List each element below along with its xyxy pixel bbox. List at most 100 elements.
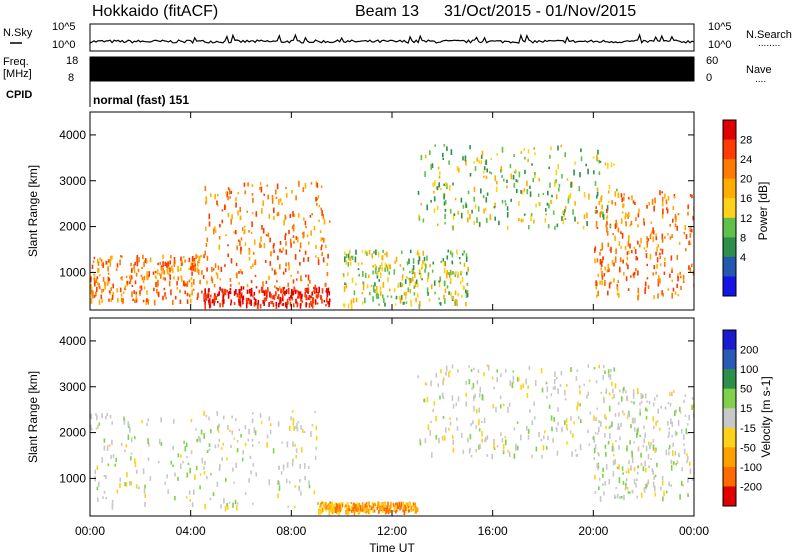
velocity-cell bbox=[331, 501, 333, 506]
power-cell bbox=[109, 291, 111, 295]
power-cell bbox=[562, 211, 565, 216]
velocity-cell bbox=[626, 487, 629, 490]
power-cell bbox=[239, 240, 241, 247]
power-cell bbox=[384, 262, 387, 268]
velocity-cell bbox=[217, 425, 219, 431]
velocity-cell bbox=[541, 454, 543, 459]
power-cell bbox=[550, 146, 552, 151]
power-cell bbox=[632, 272, 635, 277]
power-cell bbox=[586, 221, 588, 227]
power-cell bbox=[319, 230, 322, 234]
power-cell bbox=[606, 231, 609, 236]
power-cell bbox=[90, 289, 93, 295]
power-cell bbox=[386, 295, 389, 298]
power-cell bbox=[109, 261, 112, 267]
power-cell bbox=[328, 291, 331, 296]
power-cell bbox=[321, 209, 323, 216]
power-cell bbox=[148, 271, 150, 277]
power-cell bbox=[576, 221, 579, 225]
power-cell bbox=[322, 237, 324, 240]
power-cell bbox=[438, 280, 440, 283]
velocity-cell bbox=[640, 393, 643, 399]
power-cell bbox=[614, 235, 616, 241]
power-cell bbox=[380, 272, 382, 279]
power-cell bbox=[288, 264, 290, 271]
velocity-cell bbox=[222, 442, 224, 446]
velocity-cell bbox=[645, 483, 647, 489]
power-cell bbox=[275, 291, 277, 295]
power-cell bbox=[630, 275, 632, 278]
velocity-cell bbox=[527, 385, 529, 389]
velocity-y-tick-label: 1000 bbox=[59, 471, 86, 485]
velocity-cell bbox=[364, 503, 366, 508]
velocity-cell bbox=[206, 475, 208, 480]
velocity-cell bbox=[328, 508, 331, 513]
power-cell bbox=[523, 188, 526, 192]
power-cell bbox=[477, 206, 480, 212]
power-cell bbox=[177, 269, 180, 272]
velocity-cell bbox=[614, 461, 617, 465]
power-cell bbox=[628, 197, 630, 200]
power-cell bbox=[285, 249, 288, 255]
velocity-cell bbox=[198, 435, 200, 442]
velocity-cell bbox=[115, 457, 117, 463]
power-cell bbox=[322, 257, 325, 263]
power-cell bbox=[139, 294, 141, 297]
power-cell bbox=[384, 253, 386, 256]
power-cell bbox=[281, 303, 284, 306]
power-cell bbox=[442, 158, 445, 160]
power-cell bbox=[306, 234, 309, 238]
power-cell bbox=[271, 300, 274, 305]
power-cell bbox=[290, 274, 292, 278]
velocity-cell bbox=[352, 502, 355, 506]
power-cell bbox=[601, 246, 604, 251]
power-cell bbox=[645, 253, 648, 259]
power-cell bbox=[558, 184, 561, 188]
power-cell bbox=[295, 236, 298, 240]
velocity-cell bbox=[594, 491, 597, 494]
velocity-cell bbox=[529, 409, 531, 413]
power-cell bbox=[180, 275, 183, 278]
velocity-cell bbox=[368, 508, 371, 512]
velocity-cell bbox=[644, 393, 647, 399]
power-cell bbox=[406, 276, 408, 279]
power-cell bbox=[270, 300, 272, 304]
velocity-cell bbox=[217, 430, 220, 433]
power-cell bbox=[522, 190, 524, 195]
velocity-cell bbox=[683, 399, 685, 403]
velocity-cell bbox=[129, 481, 131, 486]
velocity-cell bbox=[526, 393, 529, 398]
velocity-cell bbox=[363, 504, 365, 507]
power-cell bbox=[520, 218, 523, 223]
power-cell bbox=[664, 257, 666, 261]
power-cell bbox=[633, 246, 636, 250]
power-cell bbox=[424, 171, 426, 177]
velocity-cell bbox=[673, 390, 675, 393]
velocity-cell bbox=[469, 433, 472, 440]
power-cell bbox=[556, 223, 559, 228]
velocity-cell bbox=[329, 502, 331, 505]
power-cell bbox=[328, 302, 330, 308]
velocity-cell bbox=[232, 502, 234, 508]
velocity-cell bbox=[583, 383, 585, 386]
power-cell bbox=[275, 287, 278, 290]
velocity-cell bbox=[370, 506, 373, 511]
power-cell bbox=[176, 281, 178, 286]
power-cell bbox=[558, 187, 560, 192]
velocity-cell bbox=[502, 449, 505, 455]
power-cell bbox=[277, 211, 280, 216]
velocity-cell bbox=[604, 370, 606, 374]
power-cell bbox=[325, 290, 328, 293]
velocity-cell bbox=[552, 437, 554, 443]
power-cell bbox=[309, 280, 311, 284]
power-cell bbox=[224, 204, 226, 210]
power-cell bbox=[313, 226, 316, 231]
velocity-cell bbox=[277, 421, 280, 427]
velocity-cell bbox=[631, 457, 634, 464]
velocity-cell bbox=[452, 439, 455, 446]
power-cell bbox=[567, 197, 570, 204]
velocity-cell bbox=[604, 481, 607, 486]
power-cell bbox=[661, 290, 663, 296]
velocity-cell bbox=[621, 495, 623, 499]
power-cell bbox=[225, 191, 228, 195]
